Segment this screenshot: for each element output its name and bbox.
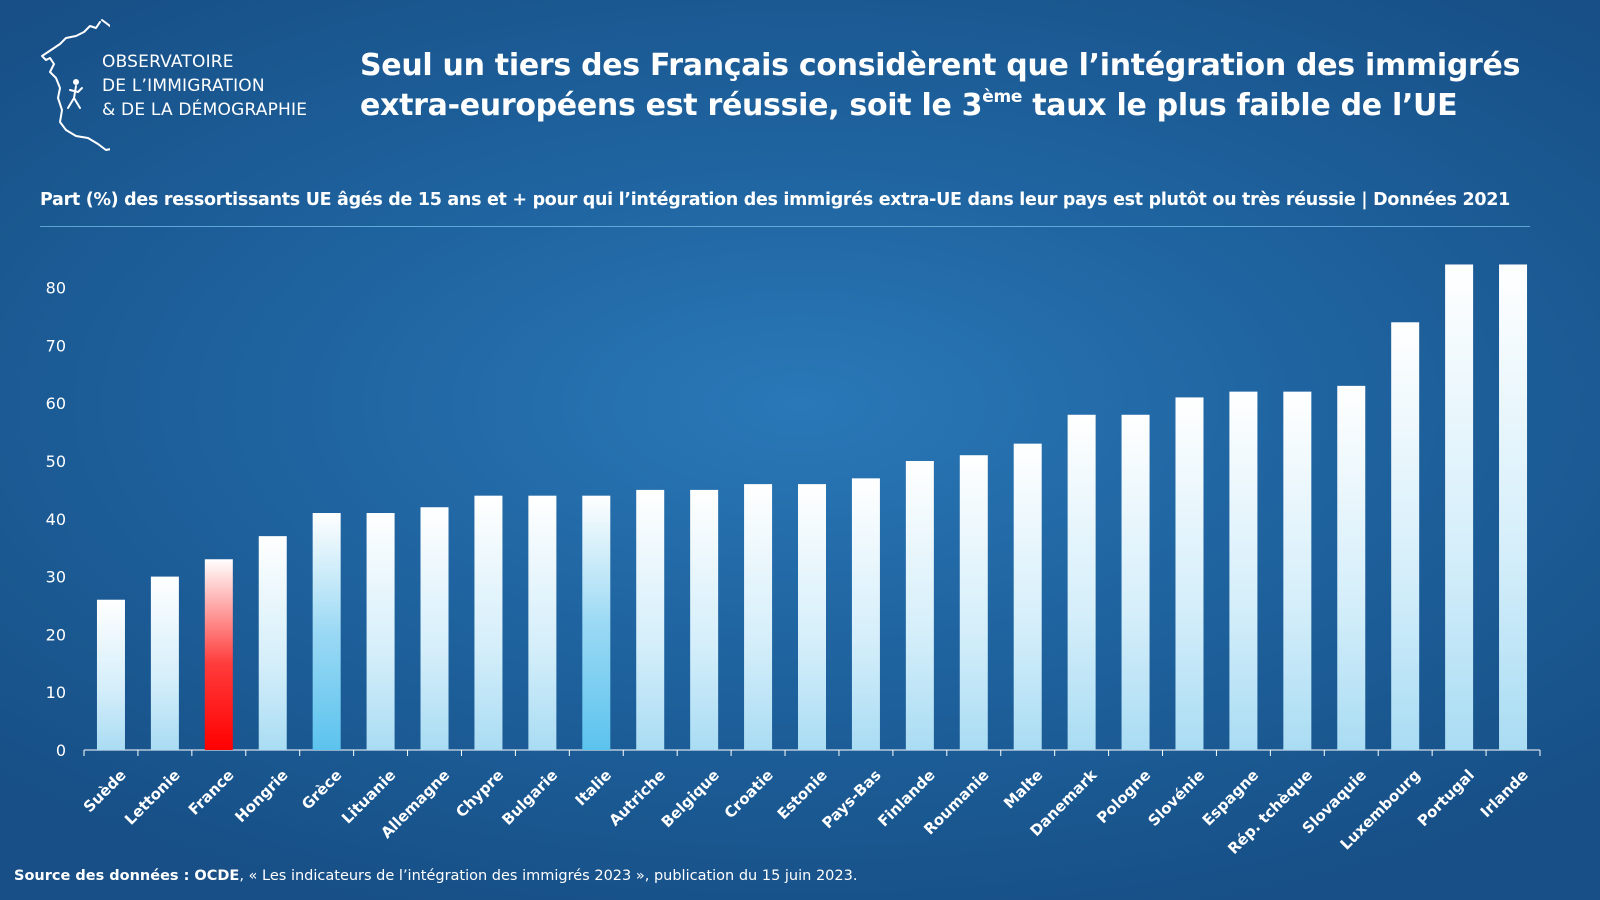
bar-italie — [582, 495, 611, 750]
bar-autriche — [636, 489, 665, 750]
y-tick-label: 40 — [46, 510, 66, 529]
bar-roumanie — [959, 455, 988, 750]
bar-pologne — [1121, 414, 1150, 750]
bar-suede — [96, 599, 125, 750]
source-text: , « Les indicateurs de l’intégration des… — [239, 868, 858, 884]
y-tick-label: 20 — [46, 625, 66, 644]
x-axis-ticks — [83, 750, 1541, 756]
x-label-grece: Grèce — [298, 766, 345, 813]
bar-pays-bas — [851, 478, 880, 750]
x-label-croatie: Croatie — [721, 766, 777, 822]
bar-luxembourg — [1391, 322, 1420, 750]
logo-text-line1: OBSERVATOIRE — [102, 52, 234, 72]
x-label-pays-bas: Pays-Bas — [818, 766, 884, 832]
x-label-portugal: Portugal — [1414, 766, 1478, 830]
x-label-malte: Malte — [1000, 766, 1046, 812]
bar-rep-tcheque — [1283, 391, 1312, 750]
bar-espagne — [1229, 391, 1258, 750]
subtitle-divider — [40, 226, 1530, 227]
bar-estonie — [798, 484, 826, 750]
bar-portugal — [1445, 264, 1474, 750]
x-label-slovenie: Slovénie — [1144, 766, 1208, 830]
page-title: Seul un tiers des Français considèrent q… — [360, 46, 1560, 126]
x-label-france: France — [185, 766, 238, 819]
y-tick-label: 0 — [56, 741, 66, 760]
x-label-hongrie: Hongrie — [231, 766, 291, 826]
x-label-suede: Suède — [80, 766, 130, 816]
y-tick-label: 80 — [46, 279, 66, 298]
bar-lituanie — [366, 513, 395, 750]
bar-croatie — [744, 484, 773, 750]
chart-subtitle: Part (%) des ressortissants UE âgés de 1… — [40, 190, 1510, 210]
title-line-1: Seul un tiers des Français considèrent q… — [360, 48, 1521, 83]
bar-belgique — [690, 489, 719, 750]
y-axis: 0 10 20 30 40 50 60 70 80 — [46, 279, 66, 760]
x-label-lettonie: Lettonie — [121, 766, 183, 828]
logo-text-line2: DE L’IMMIGRATION — [102, 76, 265, 96]
y-tick-label: 30 — [46, 568, 66, 587]
bar-slovenie — [1175, 397, 1204, 750]
bar-allemagne — [420, 507, 449, 750]
y-tick-label: 60 — [46, 394, 66, 413]
title-line-2-end: taux le plus faible de l’UE — [1022, 88, 1458, 123]
x-label-belgique: Belgique — [658, 766, 723, 831]
y-tick-label: 70 — [46, 336, 66, 355]
bar-finlande — [905, 461, 934, 750]
title-line-2: extra-européens est réussie, soit le 3èm… — [360, 86, 1560, 126]
bar-france — [204, 559, 233, 750]
source-note: Source des données : OCDE, « Les indicat… — [14, 868, 857, 884]
bar-malte — [1013, 443, 1042, 750]
y-tick-label: 10 — [46, 683, 66, 702]
title-superscript: ème — [982, 87, 1023, 107]
x-label-italie: Italie — [572, 766, 615, 809]
logo: OBSERVATOIRE DE L’IMMIGRATION & DE LA DÉ… — [40, 18, 340, 163]
bar-danemark — [1067, 414, 1096, 750]
france-map-icon — [41, 19, 110, 151]
source-label: Source des données : OCDE — [14, 868, 240, 884]
logo-text-line3: & DE LA DÉMOGRAPHIE — [102, 100, 308, 120]
bar-grece — [312, 513, 341, 750]
bars — [96, 264, 1528, 750]
bar-lettonie — [150, 576, 179, 750]
y-tick-label: 50 — [46, 452, 66, 471]
bar-irlande — [1499, 264, 1528, 750]
x-label-chypre: Chypre — [452, 766, 507, 821]
title-line-2-start: extra-européens est réussie, soit le 3 — [360, 88, 983, 123]
bar-slovaquie — [1337, 385, 1366, 750]
bar-hongrie — [258, 536, 287, 750]
bar-bulgarie — [528, 495, 557, 750]
x-label-irlande: Irlande — [1477, 766, 1532, 821]
bar-chypre — [474, 495, 503, 750]
x-label-bulgarie: Bulgarie — [498, 766, 561, 829]
